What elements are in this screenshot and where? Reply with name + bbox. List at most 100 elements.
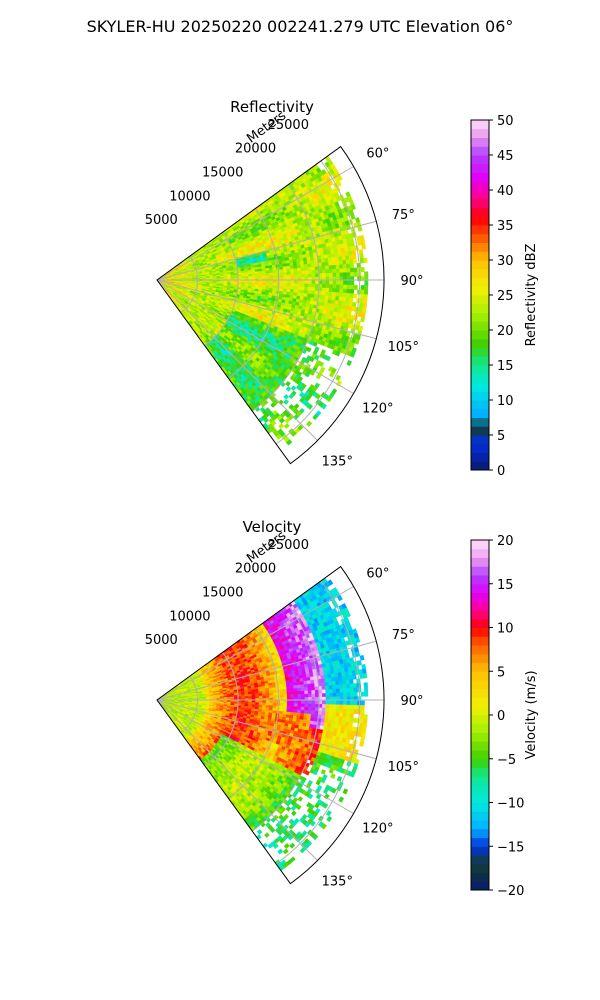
reflectivity-cell: [304, 283, 309, 288]
reflectivity-cell: [359, 253, 364, 259]
reflectivity-cell: [359, 258, 365, 264]
reflectivity-cell: [272, 280, 277, 284]
reflectivity-cell: [320, 298, 326, 304]
reflectivity-cell: [339, 268, 344, 274]
reflectivity-cell: [321, 291, 326, 296]
reflectivity-cell: [343, 272, 348, 277]
reflectivity-cell: [335, 374, 341, 381]
reflectivity-cell: [262, 273, 267, 277]
reflectivity-cell: [339, 288, 344, 294]
reflectivity-cell: [332, 268, 337, 274]
reflectivity-cell: [364, 271, 369, 277]
reflectivity-cell: [311, 266, 316, 271]
reflectivity-colorbar-segment: [471, 373, 489, 383]
reflectivity-cell: [331, 292, 337, 297]
reflectivity-cell: [303, 260, 308, 265]
reflectivity-cell: [325, 269, 330, 274]
reflectivity-azimuth-tick-label: 120°: [362, 402, 393, 417]
reflectivity-colorbar-segment: [471, 461, 489, 471]
reflectivity-cell: [296, 289, 302, 294]
reflectivity-cell: [230, 276, 235, 279]
reflectivity-cell: [345, 259, 351, 265]
reflectivity-cell: [279, 266, 284, 271]
reflectivity-cell: [285, 386, 292, 392]
reflectivity-colorbar-label: Reflectivity dBZ: [524, 244, 539, 347]
reflectivity-cell: [310, 293, 315, 299]
reflectivity-cell: [307, 283, 312, 288]
reflectivity-cell: [255, 280, 260, 283]
reflectivity-cell: [300, 270, 305, 275]
reflectivity-colorbar-segment: [471, 408, 489, 418]
reflectivity-cell: [321, 294, 326, 300]
reflectivity-cell: [335, 292, 340, 297]
reflectivity-cell: [324, 291, 330, 296]
reflectivity-range-tick-label: 10000: [169, 189, 210, 204]
reflectivity-cell: [362, 303, 367, 309]
reflectivity-cell: [303, 293, 308, 298]
reflectivity-cell: [329, 280, 334, 285]
reflectivity-cell: [279, 285, 284, 290]
reflectivity-cell: [300, 273, 305, 278]
reflectivity-cell: [328, 288, 333, 293]
reflectivity-cell: [350, 213, 356, 220]
reflectivity-cell: [306, 260, 312, 265]
reflectivity-panel: Reflectivity50001000015000200002500060°7…: [145, 98, 539, 479]
reflectivity-cell: [338, 260, 344, 266]
reflectivity-cell: [283, 280, 288, 284]
reflectivity-cell: [352, 258, 358, 264]
reflectivity-cell: [360, 285, 365, 291]
reflectivity-colorbar-segment: [471, 216, 489, 226]
reflectivity-cell: [342, 259, 347, 265]
figure-title: SKYLER-HU 20250220 002241.279 UTC Elevat…: [87, 17, 514, 36]
reflectivity-cell: [258, 273, 263, 277]
reflectivity-cell: [290, 283, 295, 287]
reflectivity-cell: [352, 254, 357, 260]
reflectivity-cell: [293, 271, 298, 275]
reflectivity-cell: [314, 287, 319, 292]
reflectivity-cell: [307, 287, 312, 292]
reflectivity-cell: [255, 282, 260, 286]
reflectivity-cell: [332, 284, 337, 289]
reflectivity-cell: [313, 259, 319, 264]
reflectivity-cell: [282, 266, 287, 270]
reflectivity-colorbar-segment: [471, 295, 489, 305]
reflectivity-colorbar-segment: [471, 207, 489, 217]
reflectivity-colorbar-segment: [471, 172, 489, 182]
reflectivity-cell: [350, 241, 355, 247]
reflectivity-cell: [315, 273, 320, 278]
reflectivity-cell: [308, 280, 313, 285]
reflectivity-colorbar-segment: [471, 391, 489, 401]
reflectivity-cell: [363, 257, 368, 264]
reflectivity-cell: [329, 284, 334, 289]
reflectivity-cell: [335, 288, 340, 293]
reflectivity-cell: [283, 393, 290, 400]
reflectivity-cell: [332, 272, 337, 278]
reflectivity-cell: [335, 264, 340, 270]
reflectivity-cell: [310, 259, 315, 265]
reflectivity-cell: [269, 280, 274, 284]
reflectivity-cell: [265, 280, 270, 284]
reflectivity-colorbar-segment: [471, 190, 489, 200]
reflectivity-cell: [349, 289, 355, 294]
reflectivity-cell: [346, 280, 351, 286]
reflectivity-cell: [339, 264, 344, 270]
reflectivity-cell: [325, 284, 330, 289]
reflectivity-cell: [347, 310, 352, 316]
reflectivity-colorbar-segment: [471, 452, 489, 462]
reflectivity-cell: [286, 288, 291, 293]
reflectivity-cell: [328, 291, 333, 297]
reflectivity-cell: [301, 280, 305, 285]
reflectivity-cell: [307, 293, 312, 298]
reflectivity-cell: [307, 290, 312, 295]
reflectivity-cell: [331, 257, 336, 262]
reflectivity-cell: [278, 423, 285, 430]
reflectivity-cell: [306, 420, 313, 427]
reflectivity-cell: [338, 296, 343, 302]
reflectivity-azimuth-tick-label: 105°: [388, 340, 419, 355]
reflectivity-cell: [283, 283, 288, 287]
reflectivity-range-tick-label: 5000: [145, 213, 178, 228]
reflectivity-cell: [299, 261, 305, 266]
reflectivity-cell: [258, 282, 263, 286]
reflectivity-cell: [336, 284, 341, 289]
reflectivity-colorbar-segment: [471, 382, 489, 392]
